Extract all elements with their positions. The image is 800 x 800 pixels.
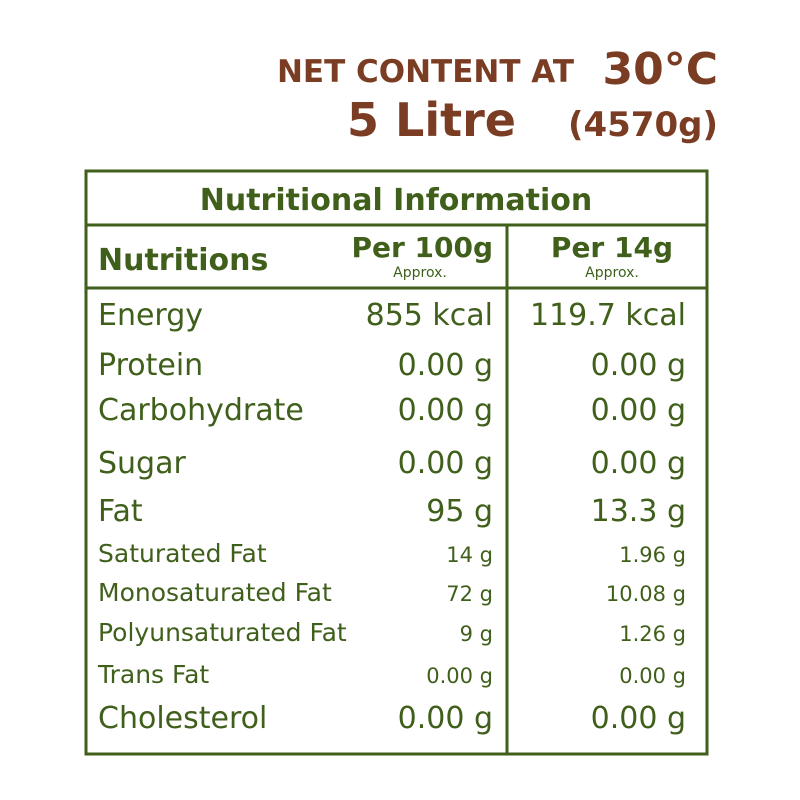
row-label: Energy [98, 298, 203, 333]
row-value: 13.3 g [591, 494, 686, 529]
temperature: 30°C [602, 44, 718, 95]
row-label: Monosaturated Fat [98, 578, 332, 607]
table-body: Energy 855 kcal 119.7 kcal Protein 0.00 g 0.0… [97, 298, 686, 736]
column-note: Approx. [393, 265, 447, 281]
column-note: Approx. [585, 265, 639, 281]
row-value: 0.00 g [398, 348, 493, 383]
net-content-text: NET CONTENT AT [277, 54, 574, 90]
row-value: 0.00 g [591, 701, 686, 736]
row-value: 855 kcal [366, 298, 493, 333]
row-label: Saturated Fat [98, 539, 267, 568]
row-value: 1.26 g [619, 622, 686, 646]
table-title: Nutritional Information [200, 183, 593, 218]
row-value: 14 g [446, 543, 493, 567]
row-value: 0.00 g [591, 348, 686, 383]
row-label: Trans Fat [97, 660, 209, 689]
row-value: 1.96 g [619, 543, 686, 567]
row-label: Cholesterol [98, 701, 267, 736]
table-border [84, 169, 709, 756]
column-header: Per 14g [551, 231, 673, 264]
row-value: 95 g [426, 494, 493, 529]
volume: 5 Litre [347, 93, 516, 147]
row-label: Sugar [98, 446, 186, 481]
row-value: 72 g [446, 582, 493, 606]
row-label: Carbohydrate [98, 393, 304, 428]
row-value: 0.00 g [591, 446, 686, 481]
column-header: Nutritions [98, 243, 268, 278]
row-value: 10.08 g [606, 582, 686, 606]
row-value: 0.00 g [398, 701, 493, 736]
column-header: Per 100g [351, 231, 493, 264]
row-value: 9 g [460, 622, 493, 646]
row-value: 0.00 g [398, 393, 493, 428]
row-value: 0.00 g [398, 446, 493, 481]
row-value: 0.00 g [426, 664, 493, 688]
row-value: 119.7 kcal [530, 298, 686, 333]
table-frame [84, 169, 709, 756]
weight: (4570g) [568, 105, 718, 145]
row-value: 0.00 g [619, 664, 686, 688]
row-label: Protein [98, 348, 203, 383]
row-label: Fat [98, 494, 143, 529]
row-label: Polyunsaturated Fat [98, 618, 347, 647]
row-value: 0.00 g [591, 393, 686, 428]
